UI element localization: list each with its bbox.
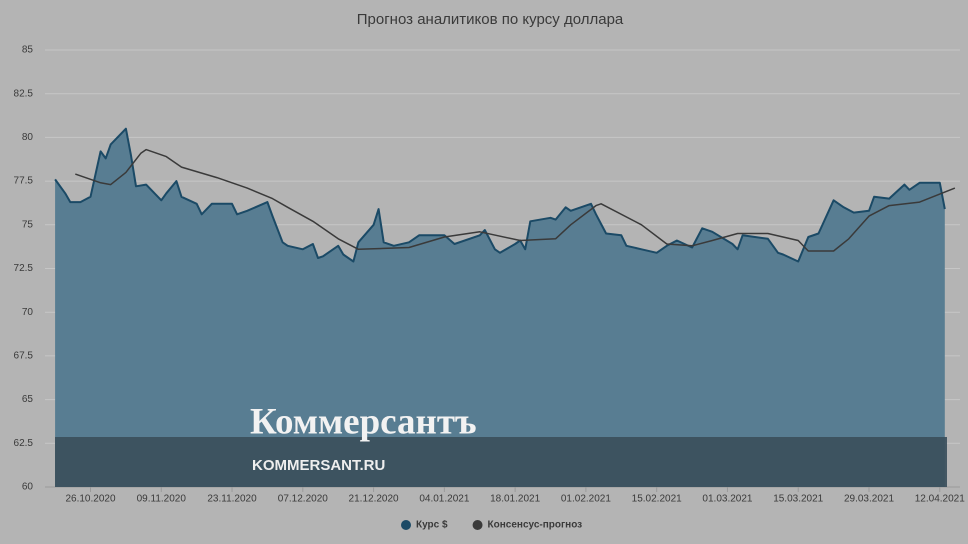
- y-tick-label: 75: [22, 219, 34, 230]
- y-tick-label: 72.5: [14, 263, 34, 274]
- x-tick-label: 04.01.2021: [419, 494, 469, 505]
- y-tick-label: 80: [22, 132, 34, 143]
- x-tick-label: 07.12.2020: [278, 494, 328, 505]
- y-tick-label: 62.5: [14, 438, 34, 449]
- legend: Курс $ Консенсус-прогноз: [401, 520, 582, 531]
- x-tick-label: 21.12.2020: [349, 494, 399, 505]
- x-tick-label: 29.03.2021: [844, 494, 894, 505]
- x-tick-label: 18.01.2021: [490, 494, 540, 505]
- y-tick-label: 82.5: [14, 88, 34, 99]
- x-tick-label: 15.02.2021: [632, 494, 682, 505]
- y-tick-label: 85: [22, 45, 34, 56]
- legend-label: Курс $: [416, 520, 448, 531]
- y-tick-label: 77.5: [14, 176, 34, 187]
- y-tick-label: 65: [22, 394, 34, 405]
- x-tick-label: 12.04.2021: [915, 494, 965, 505]
- watermark-site: KOMMERSANT.RU: [252, 457, 385, 474]
- watermark: Коммерсантъ KOMMERSANT.RU: [55, 401, 947, 487]
- line: [75, 148, 956, 252]
- chart-title: Прогноз аналитиков по курсу доллара: [357, 11, 624, 28]
- plot: [54, 127, 956, 487]
- x-tick-label: 23.11.2020: [207, 494, 257, 505]
- y-tick-label: 60: [22, 482, 34, 493]
- watermark-band: [55, 437, 947, 487]
- x-tick-label: 09.11.2020: [137, 494, 187, 505]
- y-tick-label: 70: [22, 307, 34, 318]
- x-tick-label: 01.03.2021: [702, 494, 752, 505]
- area: [55, 128, 945, 487]
- watermark-logo: Коммерсантъ: [250, 401, 477, 442]
- legend-label: Консенсус-прогноз: [488, 520, 583, 531]
- legend-marker: [472, 520, 483, 530]
- legend-marker: [401, 520, 411, 530]
- x-tick-label: 15.03.2021: [773, 494, 823, 505]
- y-tick-label: 67.5: [14, 351, 34, 362]
- x-tick-label: 26.10.2020: [65, 494, 115, 505]
- x-tick-label: 01.02.2021: [561, 494, 611, 505]
